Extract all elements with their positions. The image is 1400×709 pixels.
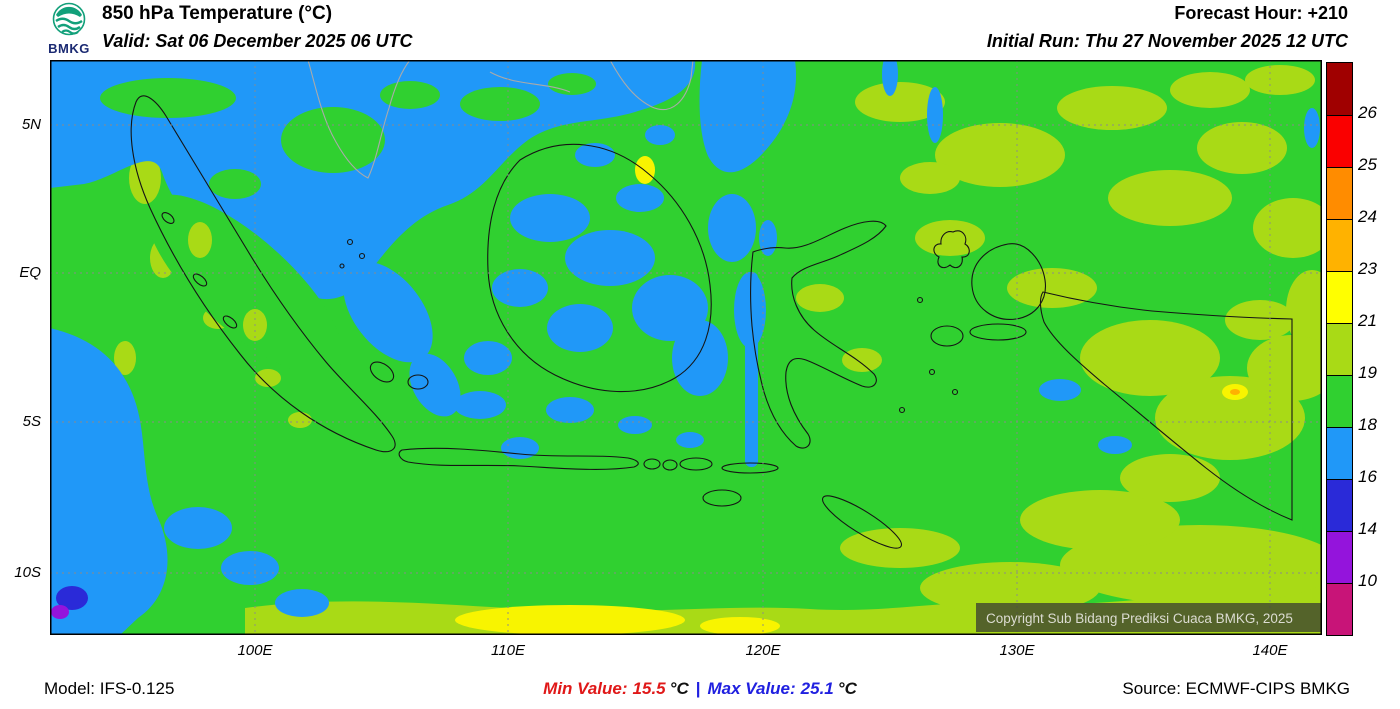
cool-regions xyxy=(50,60,1320,635)
temperature-field-svg: Copyright Sub Bidang Prediksi Cuaca BMKG… xyxy=(50,60,1322,635)
temperature-map: Copyright Sub Bidang Prediksi Cuaca BMKG… xyxy=(50,60,1322,635)
legend-swatch-21 xyxy=(1327,271,1352,323)
max-value-unit: °C xyxy=(837,679,857,698)
legend-tick-label: 26 xyxy=(1358,103,1377,122)
model-label: Model: IFS-0.125 xyxy=(44,679,175,698)
x-axis-label: 100E xyxy=(237,642,273,659)
coastlines xyxy=(130,95,1293,549)
legend-tick-label: 16 xyxy=(1358,467,1377,486)
warm-patches xyxy=(114,65,1322,635)
foreign-coastlines xyxy=(307,60,694,179)
legend-tick-label: 10 xyxy=(1358,571,1377,590)
graticule xyxy=(50,60,1322,635)
legend-tick-label: 19 xyxy=(1358,363,1377,382)
y-axis-label: 5N xyxy=(21,116,41,133)
minmax-separator: | xyxy=(695,679,701,698)
legend-tick-label: 24 xyxy=(1358,207,1377,226)
legend-tick-label: 21 xyxy=(1358,311,1377,330)
hot-spots xyxy=(455,156,1248,635)
legend-swatch-18 xyxy=(1327,375,1352,427)
max-value: 25.1 xyxy=(800,679,834,698)
legend-tick-label: 14 xyxy=(1358,519,1377,538)
valid-time-label: Valid: Sat 06 December 2025 06 UTC xyxy=(102,31,413,51)
legend-tick-label: 18 xyxy=(1358,415,1377,434)
copyright-box xyxy=(976,603,1322,632)
source-label: Source: ECMWF-CIPS BMKG xyxy=(1122,679,1350,698)
forecast-hour-label: Forecast Hour: +210 xyxy=(1174,3,1348,23)
color-legend xyxy=(1326,62,1353,636)
x-axis: 100E 110E 120E 130E 140E xyxy=(50,640,1322,662)
legend-swatch-14 xyxy=(1327,479,1352,531)
legend-swatch-25 xyxy=(1327,115,1352,167)
legend-swatch-10 xyxy=(1327,531,1352,583)
x-axis-label: 130E xyxy=(999,642,1035,659)
legend-swatch-min xyxy=(1327,583,1352,635)
max-value-label: Max Value: xyxy=(707,679,796,698)
legend-swatch-24 xyxy=(1327,167,1352,219)
accent-patches xyxy=(51,222,758,619)
legend-swatch-16 xyxy=(1327,427,1352,479)
legend-swatch-19 xyxy=(1327,323,1352,375)
x-axis-label: 120E xyxy=(745,642,781,659)
legend-tick-label: 23 xyxy=(1358,259,1377,278)
bmkg-logo: BMKG xyxy=(40,2,98,56)
minmax-values: Min Value: 15.5 °C | Max Value: 25.1 °C xyxy=(0,679,1400,699)
y-axis: 5N EQ 5S 10S xyxy=(0,60,46,635)
map-frame xyxy=(50,60,1322,635)
page-title: 850 hPa Temperature (°C) xyxy=(102,3,333,24)
legend-swatch-23 xyxy=(1327,219,1352,271)
min-value: 15.5 xyxy=(632,679,666,698)
legend-tick-label: 25 xyxy=(1358,155,1377,174)
legend-swatch-26 xyxy=(1327,63,1352,115)
bmkg-logo-label: BMKG xyxy=(48,41,90,56)
min-value-label: Min Value: xyxy=(543,679,628,698)
y-axis-label: EQ xyxy=(19,264,41,281)
min-value-unit: °C xyxy=(669,679,689,698)
copyright-text: Copyright Sub Bidang Prediksi Cuaca BMKG… xyxy=(986,611,1293,626)
y-axis-label: 5S xyxy=(22,413,41,430)
y-axis-label: 10S xyxy=(14,564,41,581)
color-legend-labels: 26 25 24 23 21 19 18 16 14 10 xyxy=(1358,0,1398,709)
initial-run-label: Initial Run: Thu 27 November 2025 12 UTC xyxy=(986,31,1348,51)
x-axis-label: 140E xyxy=(1252,642,1288,659)
bmkg-logo-icon xyxy=(52,2,86,36)
x-axis-label: 110E xyxy=(491,642,525,659)
